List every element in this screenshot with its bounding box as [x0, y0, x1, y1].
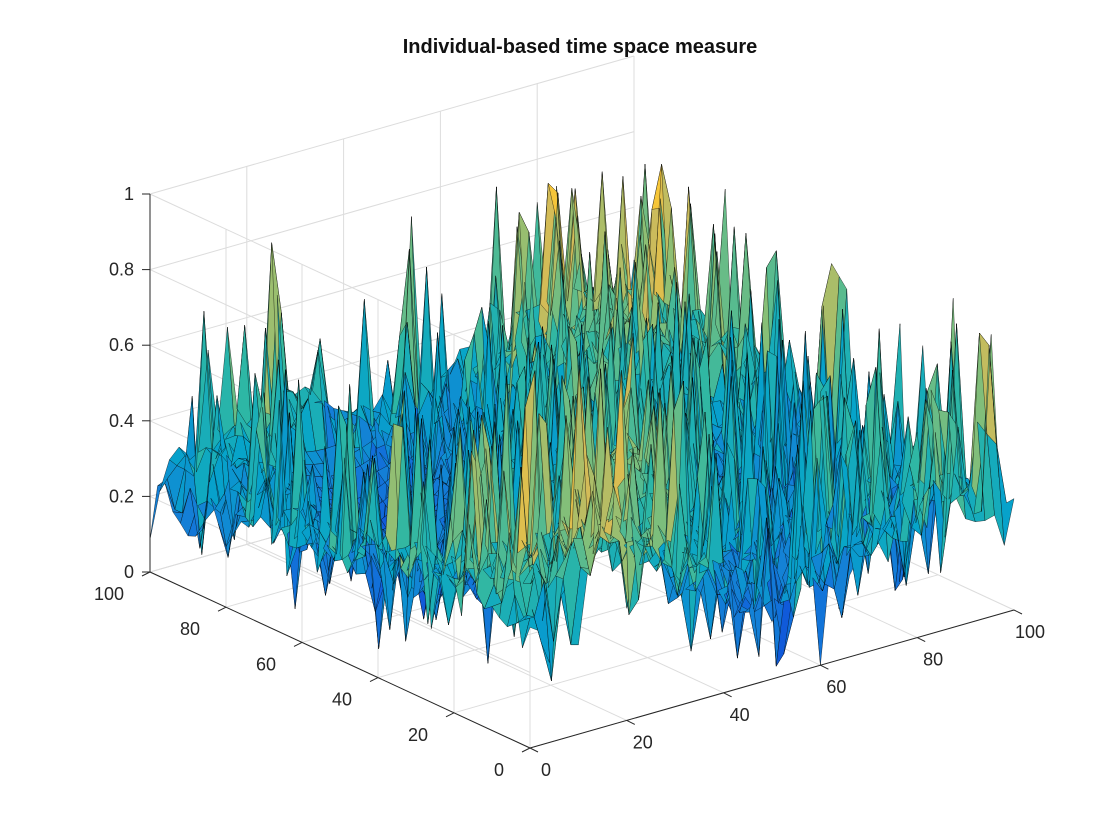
- y-axis-line: [149, 571, 531, 749]
- floor-gridline-y: [453, 574, 939, 714]
- y-tick-label: 20: [408, 725, 428, 745]
- y-tick-mark: [369, 677, 379, 683]
- wall-gridline-z: [149, 131, 635, 271]
- x-tick-mark: [1013, 609, 1023, 615]
- y-tick-label: 0: [494, 760, 504, 780]
- z-tick-label: 0.6: [109, 335, 134, 355]
- y-tick-label: 40: [332, 690, 352, 710]
- x-tick-mark: [916, 637, 926, 643]
- x-axis-line: [529, 609, 1015, 749]
- x-tick-label: 20: [633, 732, 653, 752]
- y-tick-mark: [293, 641, 303, 647]
- x-tick-label: 60: [826, 677, 846, 697]
- z-tick-label: 1: [124, 184, 134, 204]
- x-tick-mark: [723, 692, 732, 698]
- x-tick-label: 80: [923, 650, 943, 670]
- surface-face: [996, 444, 1015, 546]
- x-tick-label: 0: [541, 760, 551, 780]
- y-tick-label: 80: [180, 619, 200, 639]
- surface-plot: [149, 164, 1015, 681]
- chart-title: Individual-based time space measure: [403, 36, 758, 58]
- x-tick-mark: [529, 747, 539, 753]
- surface-face: [149, 478, 168, 540]
- x-tick-mark: [626, 719, 636, 725]
- z-tick-label: 0.4: [109, 411, 134, 431]
- x-tick-mark: [820, 664, 829, 670]
- y-tick-mark: [521, 747, 531, 753]
- y-tick-label: 60: [256, 654, 276, 674]
- x-tick-label: 100: [1015, 622, 1045, 642]
- z-tick-label: 0: [124, 562, 134, 582]
- y-tick-mark: [445, 712, 455, 718]
- y-tick-mark: [217, 606, 227, 612]
- z-tick-label: 0.8: [109, 260, 134, 280]
- y-tick-mark: [141, 571, 151, 577]
- chart-axes: [141, 193, 1023, 753]
- x-tick-label: 40: [730, 705, 750, 725]
- wall-gridline-z: [149, 495, 531, 673]
- wall-gridline-z: [149, 55, 635, 195]
- wall-gridline-z: [149, 193, 531, 371]
- floor-gridline-x: [246, 543, 628, 721]
- z-tick-label: 0.2: [109, 486, 134, 506]
- y-tick-label: 100: [94, 584, 124, 604]
